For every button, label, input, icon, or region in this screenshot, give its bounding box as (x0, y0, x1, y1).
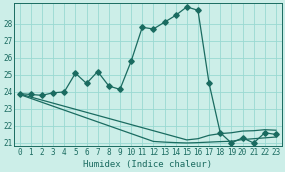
X-axis label: Humidex (Indice chaleur): Humidex (Indice chaleur) (83, 159, 212, 169)
